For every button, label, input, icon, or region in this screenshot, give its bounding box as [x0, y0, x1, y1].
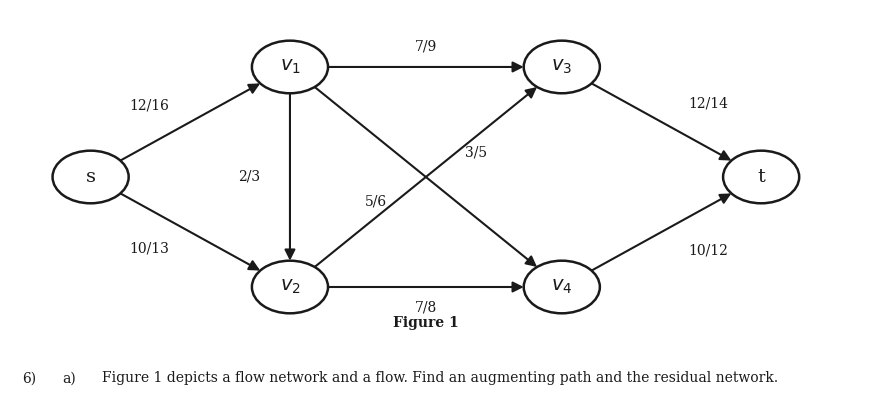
- Text: 7/8: 7/8: [415, 300, 437, 314]
- Text: a): a): [62, 371, 75, 386]
- Text: $v_4$: $v_4$: [551, 278, 573, 296]
- Text: $v_1$: $v_1$: [280, 58, 300, 76]
- Text: 12/14: 12/14: [688, 97, 728, 111]
- Text: Figure 1: Figure 1: [393, 316, 459, 330]
- Text: $v_2$: $v_2$: [280, 278, 300, 296]
- Text: 7/9: 7/9: [415, 40, 437, 54]
- Text: Figure 1 depicts a flow network and a flow. Find an augmenting path and the resi: Figure 1 depicts a flow network and a fl…: [102, 371, 778, 386]
- Ellipse shape: [52, 151, 129, 203]
- Ellipse shape: [524, 41, 600, 93]
- Text: 2/3: 2/3: [238, 170, 260, 184]
- Ellipse shape: [723, 151, 799, 203]
- Text: 10/12: 10/12: [689, 243, 728, 257]
- Text: 6): 6): [22, 371, 36, 386]
- Ellipse shape: [252, 41, 328, 93]
- Ellipse shape: [524, 261, 600, 313]
- Ellipse shape: [252, 261, 328, 313]
- Text: 12/16: 12/16: [130, 98, 170, 112]
- Text: 10/13: 10/13: [130, 242, 170, 256]
- Text: 5/6: 5/6: [365, 195, 387, 209]
- Text: s: s: [85, 168, 96, 186]
- Text: 3/5: 3/5: [464, 145, 487, 159]
- Text: t: t: [757, 168, 765, 186]
- Text: $v_3$: $v_3$: [551, 58, 573, 76]
